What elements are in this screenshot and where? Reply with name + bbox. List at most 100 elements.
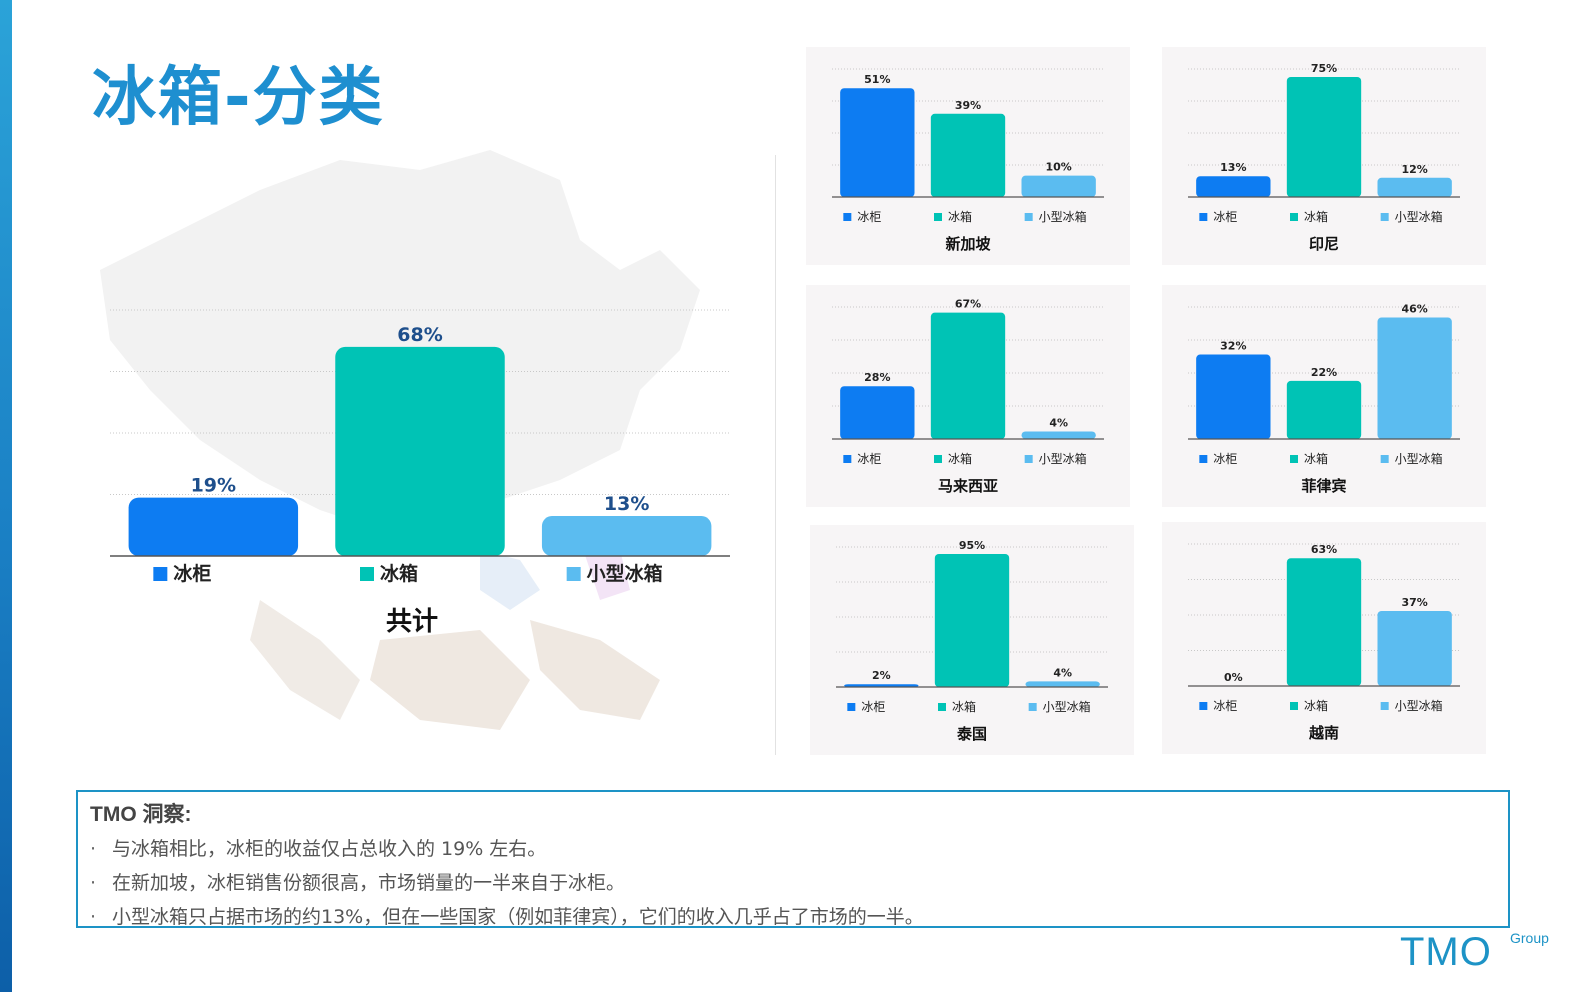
- bar-小型冰箱: [1021, 431, 1096, 439]
- legend-swatch: [934, 455, 942, 463]
- bar-冰柜: [844, 684, 919, 687]
- bar-小型冰箱: [541, 516, 712, 556]
- chart-title: 马来西亚: [938, 477, 998, 495]
- legend-swatch: [1024, 455, 1033, 463]
- legend-label: 冰箱: [948, 451, 972, 466]
- tmo-logo: TMO Group: [1400, 930, 1560, 980]
- legend-swatch: [1290, 213, 1298, 221]
- insight-text: 与冰箱相比，冰柜的收益仅占总收入的 19% 左右。: [112, 838, 547, 860]
- data-label: 0%: [1224, 671, 1243, 684]
- data-label: 75%: [1311, 62, 1337, 75]
- legend-label: 冰柜: [857, 452, 881, 466]
- legend-swatch: [1199, 702, 1208, 710]
- legend-label: 冰柜: [1213, 210, 1237, 224]
- data-label: 46%: [1401, 303, 1427, 316]
- legend-swatch: [1199, 213, 1208, 221]
- legend-swatch: [1380, 455, 1389, 463]
- legend-swatch: [934, 213, 942, 221]
- data-label: 63%: [1311, 543, 1337, 556]
- bar-冰箱: [930, 312, 1006, 439]
- insight-list: · 与冰箱相比，冰柜的收益仅占总收入的 19% 左右。 · 在新加坡，冰柜销售份额很…: [90, 832, 1496, 934]
- legend-label: 冰箱: [948, 209, 972, 224]
- insight-box: TMO 洞察: · 与冰箱相比，冰柜的收益仅占总收入的 19% 左右。 · 在新加坡…: [76, 790, 1510, 928]
- chart-total: 19% 68% 13% 冰柜 冰箱 小型冰箱 共计: [100, 290, 740, 650]
- legend-swatch: [1199, 455, 1208, 463]
- legend-swatch: [1290, 455, 1298, 463]
- bar-冰箱: [1286, 380, 1362, 439]
- legend-label: 冰箱: [1304, 698, 1328, 713]
- legend-swatch: [843, 213, 852, 221]
- bullet-marker: ·: [90, 838, 97, 860]
- insight-text: 小型冰箱只占据市场的约13%，但在一些国家（例如菲律宾），它们的收入几乎占了市场…: [112, 906, 924, 928]
- legend-label: 冰箱: [1304, 451, 1328, 466]
- bar-小型冰箱: [1377, 177, 1452, 197]
- data-label: 10%: [1045, 161, 1071, 174]
- data-label: 51%: [864, 73, 890, 86]
- insight-text: 在新加坡，冰柜销售份额很高，市场销量的一半来自于冰柜。: [112, 872, 626, 894]
- bar-小型冰箱: [1021, 175, 1096, 197]
- legend-label: 小型冰箱: [1395, 451, 1443, 466]
- data-label: 68%: [397, 324, 442, 346]
- bar-小型冰箱: [1377, 610, 1452, 686]
- legend-swatch: [847, 703, 856, 711]
- data-label: 2%: [872, 669, 891, 682]
- legend-label: 小型冰箱: [1395, 209, 1443, 224]
- bullet-marker: ·: [90, 872, 97, 894]
- left-accent-strip: [0, 0, 12, 992]
- legend-label: 小型冰箱: [1039, 451, 1087, 466]
- data-label: 22%: [1311, 366, 1337, 379]
- insight-item: · 与冰箱相比，冰柜的收益仅占总收入的 19% 左右。: [90, 832, 1496, 866]
- data-label: 4%: [1053, 666, 1072, 679]
- legend-swatch: [360, 567, 374, 581]
- bar-冰箱: [1286, 558, 1362, 686]
- bar-冰柜: [840, 88, 915, 197]
- logo-sub-text: Group: [1510, 930, 1549, 946]
- legend-label: 小型冰箱: [1043, 699, 1091, 714]
- legend-label: 小型冰箱: [1395, 698, 1443, 713]
- bar-冰柜: [1196, 176, 1271, 197]
- legend-swatch: [566, 567, 581, 581]
- chart-title: 共计: [386, 607, 438, 637]
- data-label: 13%: [1220, 161, 1246, 174]
- legend-swatch: [1028, 703, 1037, 711]
- bar-冰柜: [128, 497, 299, 556]
- chart-vietnam: 0% 63% 37% 冰柜 冰箱 小型冰箱 越南: [1162, 522, 1486, 754]
- data-label: 28%: [864, 371, 890, 384]
- chart-indonesia: 13% 75% 12% 冰柜 冰箱 小型冰箱 印尼: [1162, 47, 1486, 265]
- bar-冰柜: [840, 386, 915, 439]
- chart-malaysia: 28% 67% 4% 冰柜 冰箱 小型冰箱 马来西亚: [806, 285, 1130, 507]
- insight-title: TMO 洞察:: [90, 803, 192, 826]
- chart-title: 越南: [1308, 724, 1339, 742]
- legend-label: 冰箱: [1304, 209, 1328, 224]
- bar-小型冰箱: [1377, 317, 1452, 439]
- legend-swatch: [153, 567, 168, 581]
- data-label: 19%: [191, 475, 236, 497]
- legend-label: 冰箱: [952, 699, 976, 714]
- data-label: 32%: [1220, 340, 1246, 353]
- legend-label: 冰箱: [380, 562, 418, 585]
- legend-label: 小型冰箱: [587, 562, 663, 585]
- logo-main-text: TMO: [1400, 930, 1492, 974]
- legend-swatch: [843, 455, 852, 463]
- bar-冰柜: [1196, 354, 1271, 439]
- legend-swatch: [1380, 702, 1389, 710]
- page-title: 冰箱-分类: [92, 61, 385, 135]
- bar-冰箱: [335, 346, 505, 556]
- bullet-marker: ·: [90, 906, 97, 928]
- chart-singapore: 51% 39% 10% 冰柜 冰箱 小型冰箱 新加坡: [806, 47, 1130, 265]
- legend-swatch: [1380, 213, 1389, 221]
- bar-冰箱: [930, 113, 1006, 197]
- insight-item: · 在新加坡，冰柜销售份额很高，市场销量的一半来自于冰柜。: [90, 866, 1496, 900]
- chart-thailand: 2% 95% 4% 冰柜 冰箱 小型冰箱 泰国: [810, 525, 1134, 755]
- legend-label: 冰柜: [1213, 699, 1237, 713]
- bar-冰箱: [1286, 77, 1362, 197]
- insight-item: · 小型冰箱只占据市场的约13%，但在一些国家（例如菲律宾），它们的收入几乎占了市…: [90, 900, 1496, 934]
- chart-philippines: 32% 22% 46% 冰柜 冰箱 小型冰箱 菲律宾: [1162, 285, 1486, 507]
